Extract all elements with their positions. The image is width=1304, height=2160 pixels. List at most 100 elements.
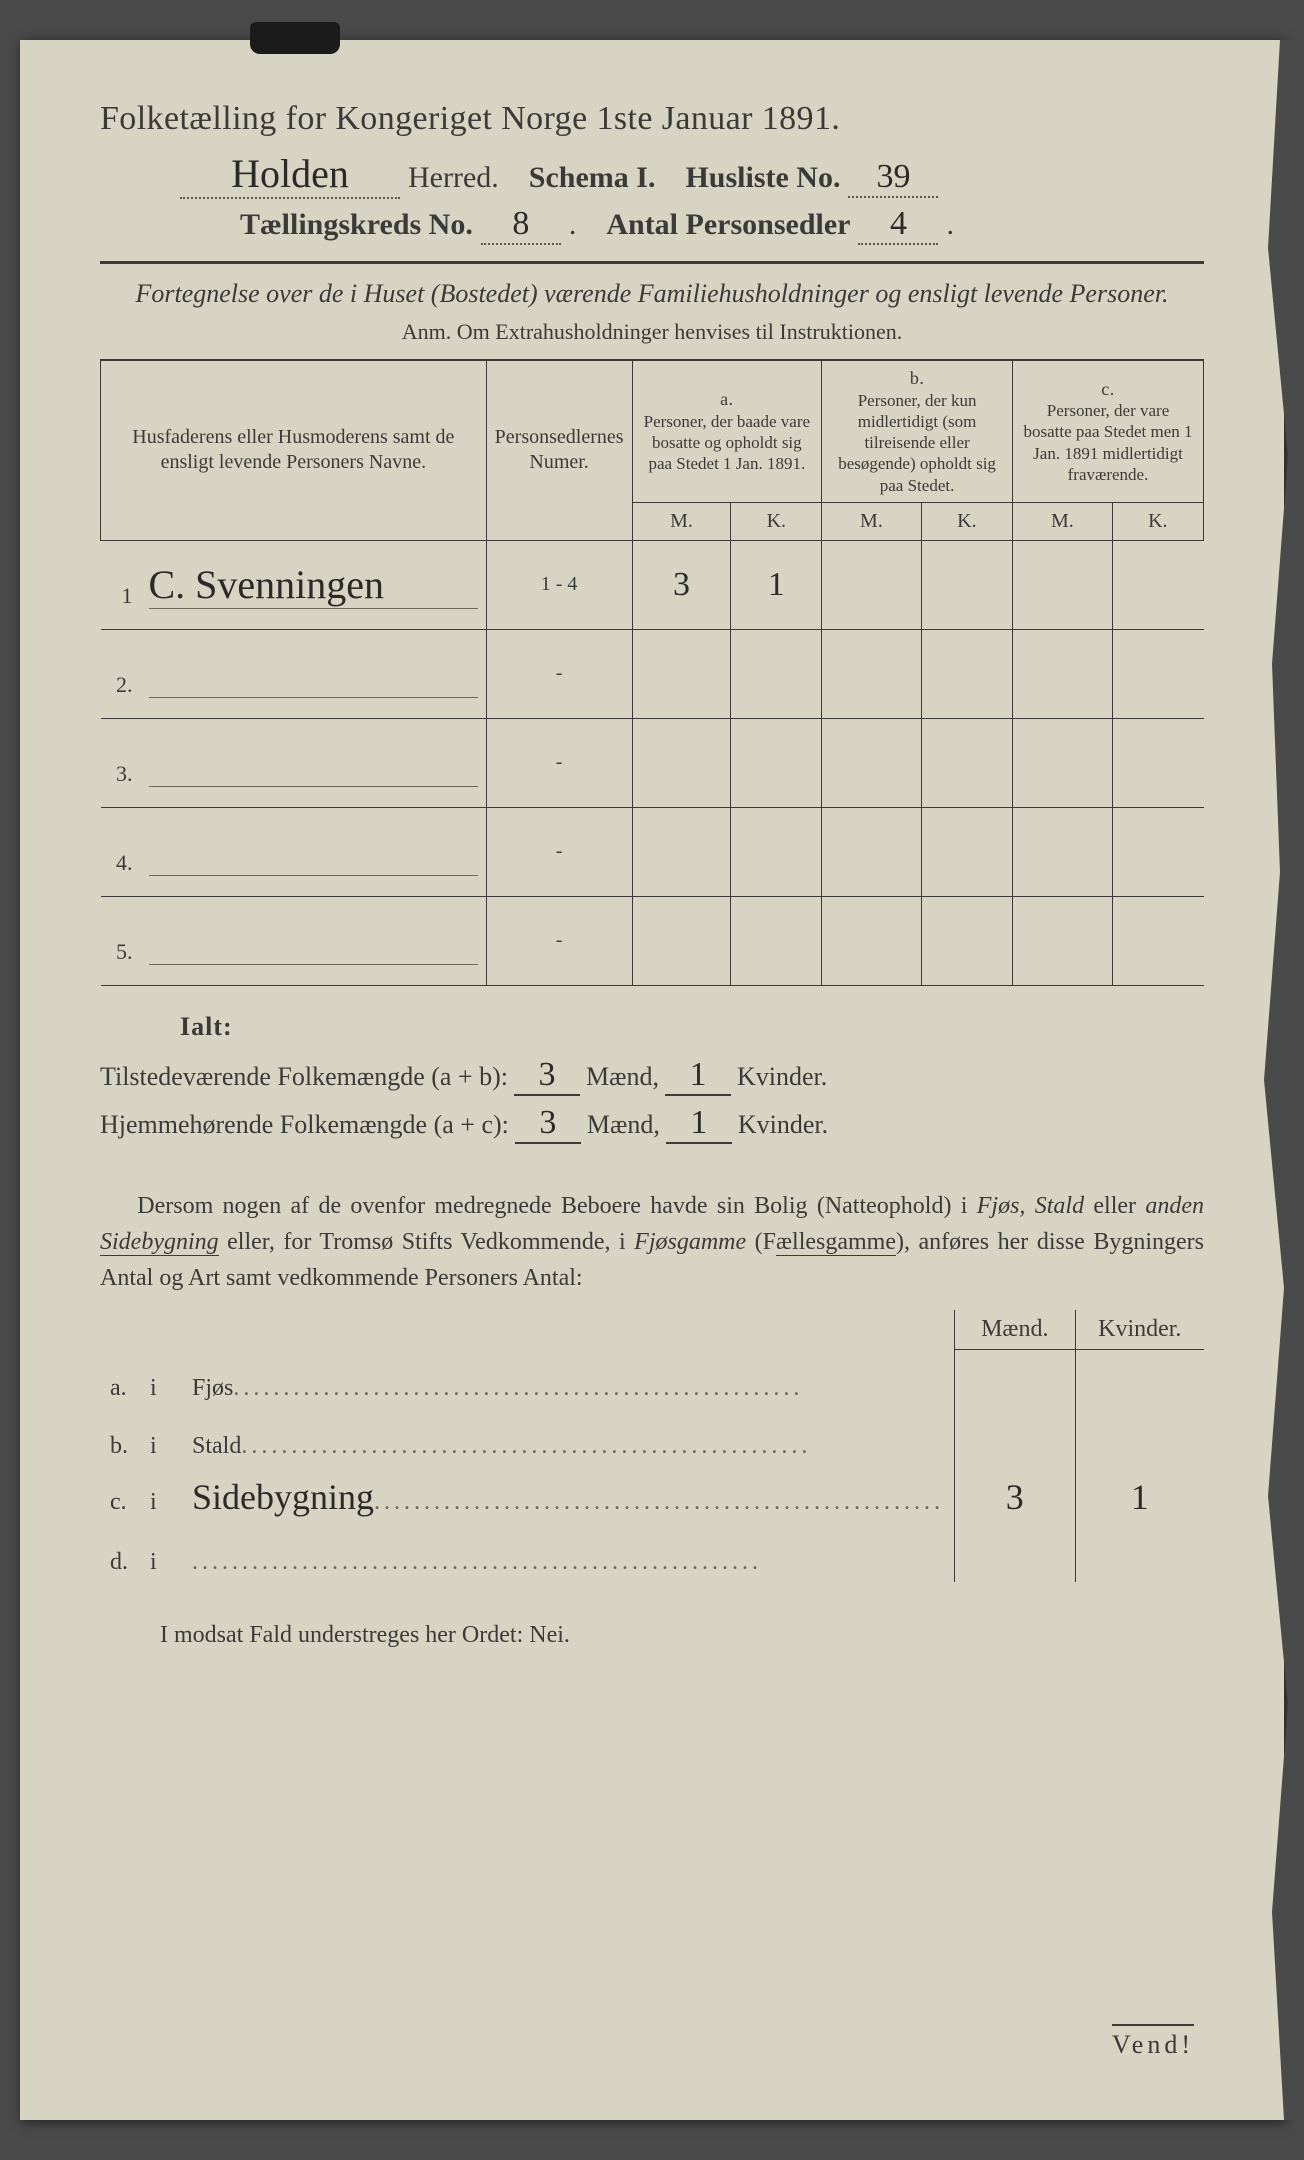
totals-line-1: Tilstedeværende Folkemængde (a + b): 3 M… — [100, 1056, 1204, 1096]
table-row: 2. - — [101, 629, 1204, 718]
a-m — [632, 629, 731, 718]
sub-m: 3 — [955, 1466, 1076, 1524]
b-m — [822, 718, 922, 807]
totals-label-1: Tilstedeværende Folkemængde (a + b): — [100, 1062, 508, 1092]
totals-label-2: Hjemmehørende Folkemængde (a + c): — [100, 1110, 509, 1140]
a-k — [731, 807, 822, 896]
person-numer: - — [486, 807, 632, 896]
totals-2-m: 3 — [533, 1104, 562, 1141]
sub-m — [955, 1524, 1076, 1582]
kreds-value: 8 — [506, 205, 535, 242]
col-numer-header: Personsedlernes Numer. — [486, 361, 632, 541]
totals-1-m: 3 — [533, 1056, 562, 1093]
totals-line-2: Hjemmehørende Folkemængde (a + c): 3 Mæn… — [100, 1104, 1204, 1144]
household-name — [149, 917, 478, 965]
sub-k — [1075, 1408, 1204, 1466]
household-name — [149, 650, 478, 698]
sub-head-k: Kvinder. — [1075, 1310, 1204, 1350]
c-m — [1013, 629, 1113, 718]
person-numer: - — [486, 629, 632, 718]
subrow-label: d.i — [100, 1524, 955, 1582]
subtable-row: d.i — [100, 1524, 1204, 1582]
table-row: 3. - — [101, 718, 1204, 807]
subrow-label: b.i Stald — [100, 1408, 955, 1466]
divider — [100, 261, 1204, 264]
anm-note: Anm. Om Extrahusholdninger henvises til … — [100, 319, 1204, 345]
page-title: Folketælling for Kongeriget Norge 1ste J… — [100, 100, 1204, 138]
col-b-header: b. Personer, der kun midlertidigt (som t… — [822, 361, 1013, 503]
herred-label: Herred. — [408, 161, 499, 195]
schema-label: Schema I. — [529, 161, 656, 195]
subrow-label: c.i Sidebygning — [100, 1466, 955, 1524]
subrow-label: a.i Fjøs — [100, 1349, 955, 1408]
sub-head-m: Mænd. — [955, 1310, 1076, 1350]
census-form-page: Folketælling for Kongeriget Norge 1ste J… — [20, 40, 1284, 2120]
c-k — [1112, 807, 1203, 896]
row-number: 5. — [109, 939, 139, 965]
col-c-k: K. — [1112, 502, 1203, 540]
c-k — [1112, 896, 1203, 985]
totals-2-k: 1 — [684, 1104, 713, 1141]
totals-1-k: 1 — [683, 1056, 712, 1093]
c-m — [1013, 807, 1113, 896]
row-number: 1 — [109, 583, 139, 609]
a-k: 1 — [731, 540, 822, 629]
antal-value: 4 — [884, 205, 913, 242]
sub-m — [955, 1349, 1076, 1408]
table-row: 1C. Svenningen1 - 431 — [101, 540, 1204, 629]
subtable-row: b.i Stald — [100, 1408, 1204, 1466]
household-name — [149, 828, 478, 876]
col-a-k: K. — [731, 502, 822, 540]
side-building-script: Sidebygning — [192, 1477, 374, 1517]
husliste-label: Husliste No. — [685, 161, 840, 195]
subtable-row: c.i Sidebygning31 — [100, 1466, 1204, 1524]
a-m — [632, 896, 731, 985]
b-k — [921, 629, 1012, 718]
sub-k: 1 — [1075, 1466, 1204, 1524]
b-k — [921, 718, 1012, 807]
kreds-label: Tællingskreds No. — [240, 208, 473, 242]
c-m — [1013, 896, 1113, 985]
household-name: C. Svenningen — [149, 561, 478, 609]
footer-line: I modsat Fald understreges her Ordet: Ne… — [160, 1622, 1204, 1649]
subtitle: Fortegnelse over de i Huset (Bostedet) v… — [100, 276, 1204, 311]
b-m — [822, 629, 922, 718]
b-k — [921, 896, 1012, 985]
b-k — [921, 540, 1012, 629]
sub-k — [1075, 1349, 1204, 1408]
side-buildings-table: Mænd. Kvinder. a.i Fjøsb.i Staldc.i Side… — [100, 1310, 1204, 1582]
a-k — [731, 896, 822, 985]
subtable-row: a.i Fjøs — [100, 1349, 1204, 1408]
side-building-paragraph: Dersom nogen af de ovenfor medregnede Be… — [100, 1188, 1204, 1296]
c-m — [1013, 540, 1113, 629]
antal-label: Antal Personsedler — [606, 208, 850, 242]
table-row: 4. - — [101, 807, 1204, 896]
sub-m — [955, 1408, 1076, 1466]
b-m — [822, 807, 922, 896]
header-row-1: Holden Herred. Schema I. Husliste No. 39 — [100, 150, 1204, 199]
row-number: 2. — [109, 672, 139, 698]
a-m — [632, 807, 731, 896]
col-c-header: c. Personer, der vare bosatte paa Stedet… — [1013, 361, 1204, 503]
household-name — [149, 739, 478, 787]
col-b-m: M. — [822, 502, 922, 540]
a-m: 3 — [632, 540, 731, 629]
sub-k — [1075, 1524, 1204, 1582]
households-table: Husfaderens eller Husmoderens samt de en… — [100, 360, 1204, 986]
b-m — [822, 540, 922, 629]
row-number: 4. — [109, 850, 139, 876]
c-k — [1112, 629, 1203, 718]
person-numer: 1 - 4 — [486, 540, 632, 629]
a-k — [731, 718, 822, 807]
herred-value: Holden — [223, 151, 357, 196]
header-row-2: Tællingskreds No. 8 . Antal Personsedler… — [100, 205, 1204, 245]
b-m — [822, 896, 922, 985]
col-c-m: M. — [1013, 502, 1113, 540]
col-b-k: K. — [921, 502, 1012, 540]
c-k — [1112, 718, 1203, 807]
husliste-value: 39 — [870, 158, 916, 195]
side-building-label: Stald — [192, 1433, 241, 1459]
side-building-label: Fjøs — [192, 1375, 233, 1401]
row-number: 3. — [109, 761, 139, 787]
person-numer: - — [486, 896, 632, 985]
